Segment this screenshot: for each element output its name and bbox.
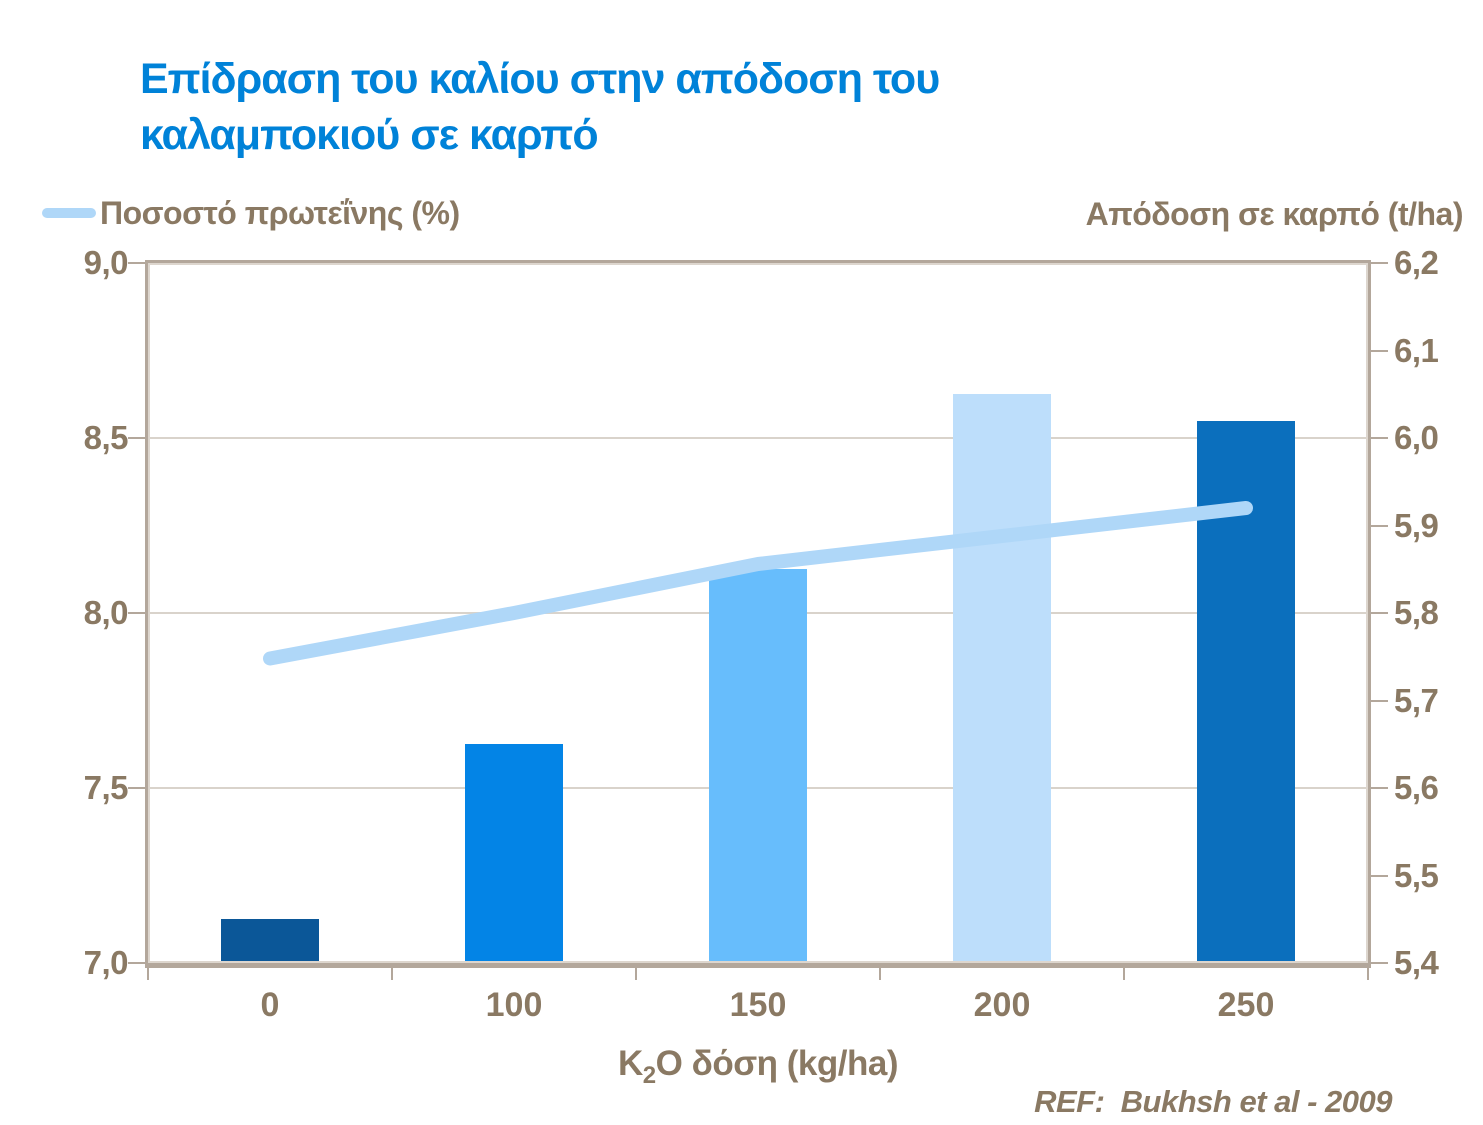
- right-axis-tick-label: 5,7: [1394, 681, 1439, 719]
- legend-protein: Ποσοστό πρωτεΐνης (%): [42, 190, 460, 236]
- right-axis-tick-label: 6,2: [1394, 244, 1439, 281]
- right-axis-title: Απόδοση σε καρπό (t/ha): [1085, 196, 1464, 232]
- reference-text: REF: Bukhsh et al - 2009: [1034, 1084, 1392, 1119]
- x-category-label: 250: [1217, 986, 1275, 1024]
- left-axis-tick-label: 8,0: [83, 594, 129, 631]
- yield-bar: [953, 394, 1051, 963]
- right-axis-tick-mark: [1371, 874, 1388, 877]
- x-axis-tick-mark: [1123, 965, 1125, 980]
- plot-area: [148, 263, 1368, 963]
- x-axis-tick-mark: [391, 965, 393, 980]
- chart-title-line1: Επίδραση του καλίου στην απόδοση του: [140, 55, 940, 103]
- left-axis-tick-mark: [128, 787, 145, 789]
- right-axis-tick-label: 5,9: [1394, 506, 1439, 544]
- right-axis-tick-mark: [1371, 437, 1388, 439]
- right-axis-tick-mark: [1371, 262, 1388, 264]
- right-axis-tick-mark: [1371, 962, 1388, 964]
- x-axis-title-post: O δόση (kg/ha): [655, 1044, 899, 1083]
- right-axis-tick-label: 6,1: [1394, 331, 1439, 369]
- x-axis-tick-mark: [147, 965, 149, 980]
- left-axis-tick-mark: [128, 962, 145, 964]
- x-category-label: 200: [973, 986, 1031, 1024]
- gridline: [148, 437, 1368, 439]
- x-axis-title-sub: 2: [642, 1062, 656, 1089]
- yield-bar: [709, 569, 807, 963]
- yield-bar: [465, 744, 563, 963]
- protein-legend-label: Ποσοστό πρωτεΐνης (%): [100, 194, 460, 231]
- x-category-label: 0: [260, 986, 280, 1024]
- right-axis-tick-mark: [1371, 349, 1388, 352]
- x-axis-title-pre: K: [618, 1044, 643, 1083]
- left-axis-tick-label: 7,5: [83, 769, 129, 806]
- x-axis-tick-mark: [879, 965, 881, 980]
- left-axis-tick-mark: [128, 437, 145, 439]
- x-category-label: 150: [729, 986, 787, 1024]
- yield-bar: [1197, 420, 1295, 963]
- left-axis-tick-label: 8,5: [83, 419, 129, 456]
- right-axis-tick-mark: [1371, 787, 1388, 789]
- yield-bar: [221, 919, 319, 963]
- right-axis-tick-label: 6,0: [1394, 419, 1439, 456]
- chart-title: Επίδραση του καλίου στην απόδοση του καλα…: [140, 52, 940, 164]
- chart-title-line2: καλαμποκιού σε καρπό: [140, 110, 599, 159]
- x-category-label: 100: [485, 986, 543, 1024]
- left-axis-tick-mark: [128, 262, 145, 264]
- x-axis-tick-mark: [635, 965, 637, 980]
- left-axis-tick-label: 9,0: [83, 244, 129, 281]
- right-axis-tick-label: 5,4: [1394, 944, 1439, 981]
- right-axis-tick-mark: [1371, 524, 1388, 527]
- x-axis-title: K2O δόση (kg/ha): [148, 1044, 1368, 1090]
- right-axis-tick-mark: [1371, 612, 1388, 614]
- left-axis-tick-mark: [128, 612, 145, 614]
- protein-line-legend-swatch: [42, 208, 96, 218]
- x-axis-tick-mark: [1367, 965, 1369, 980]
- right-axis-tick-label: 5,6: [1394, 769, 1439, 806]
- right-axis-tick-mark: [1371, 699, 1388, 702]
- right-axis-tick-label: 5,8: [1394, 594, 1439, 631]
- right-axis-tick-label: 5,5: [1394, 856, 1439, 894]
- left-axis-tick-label: 7,0: [83, 944, 129, 981]
